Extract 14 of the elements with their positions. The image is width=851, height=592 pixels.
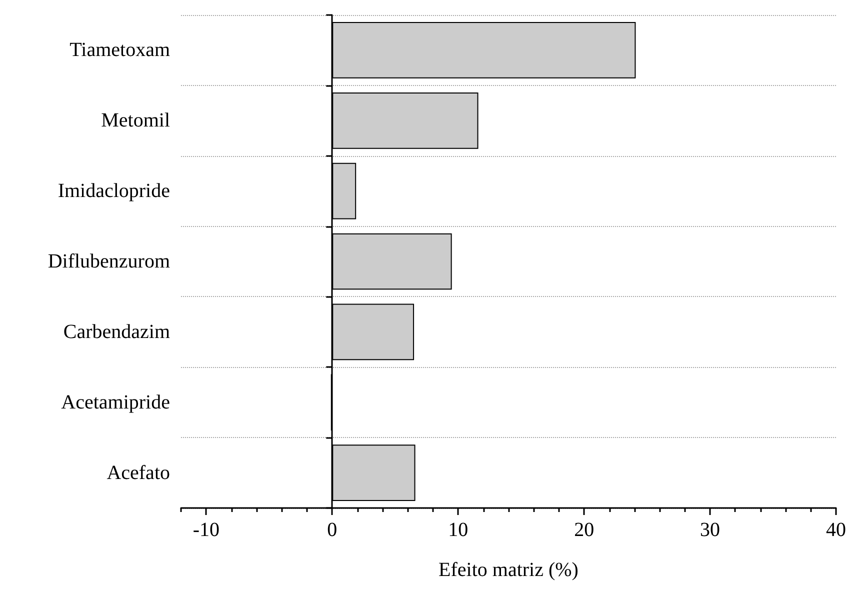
y-tick-label: Diflubenzurom — [48, 250, 170, 272]
y-tick-label: Acefato — [106, 462, 170, 484]
x-tick-label: 40 — [826, 519, 846, 541]
x-axis-title: Efeito matriz (%) — [438, 559, 578, 581]
x-tick-label: 30 — [700, 519, 720, 541]
x-tick-label: 10 — [448, 519, 468, 541]
y-tick-label: Tiametoxam — [70, 39, 170, 62]
y-tick-label: Carbendazim — [63, 320, 170, 343]
y-tick-label: Imidaclopride — [58, 180, 170, 202]
x-tick-label: 0 — [327, 519, 338, 541]
y-tick-label: Acetamipride — [61, 391, 170, 414]
x-tick-label: -10 — [192, 519, 220, 541]
x-tick-label: 20 — [574, 519, 594, 541]
y-tick-label: Metomil — [101, 110, 170, 132]
